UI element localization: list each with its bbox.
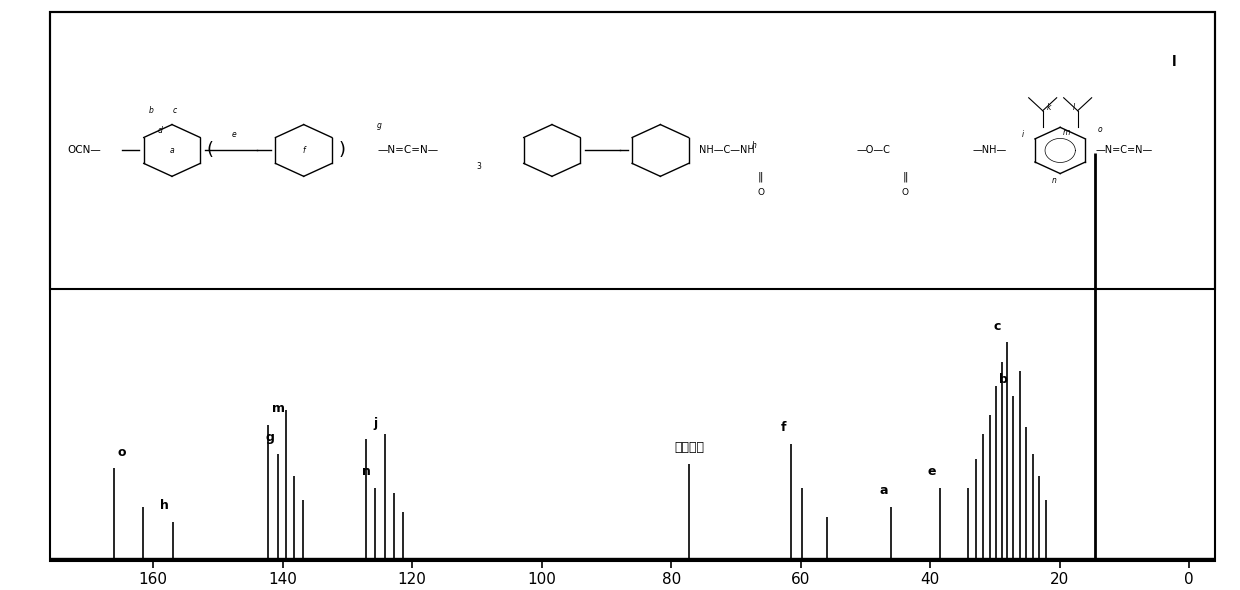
Text: O: O (758, 188, 764, 196)
Text: ): ) (339, 142, 346, 159)
Text: g: g (377, 121, 382, 130)
Text: c: c (172, 106, 176, 115)
Text: g: g (265, 431, 274, 444)
Text: (: ( (207, 142, 215, 159)
Text: a: a (170, 146, 175, 155)
Text: e: e (928, 465, 936, 478)
Text: —O—C: —O—C (856, 146, 890, 155)
Text: ‖: ‖ (903, 171, 908, 182)
Text: m: m (272, 402, 285, 415)
Text: b: b (999, 373, 1008, 386)
Text: OCN—: OCN— (67, 146, 100, 155)
Bar (50, 558, 1215, 565)
Text: h: h (160, 499, 170, 512)
Text: o: o (118, 445, 126, 459)
Text: a: a (879, 484, 888, 497)
Text: o: o (1097, 125, 1102, 134)
Text: 3: 3 (476, 162, 481, 171)
Text: —N=C=N—: —N=C=N— (377, 146, 438, 155)
Text: j: j (373, 417, 377, 430)
Text: NH—C—NH: NH—C—NH (699, 146, 755, 155)
Text: e: e (232, 130, 236, 139)
Text: O: O (901, 188, 909, 196)
Text: f: f (303, 146, 305, 155)
Text: —N=C=N—: —N=C=N— (1095, 146, 1152, 155)
Text: 气代氯仿: 气代氯仿 (675, 441, 704, 454)
Text: n: n (1052, 176, 1056, 185)
Text: b: b (149, 106, 154, 115)
Text: —NH—: —NH— (972, 146, 1007, 155)
Text: f: f (780, 421, 786, 434)
Text: n: n (362, 465, 371, 478)
Text: h: h (751, 142, 756, 150)
Text: ‖: ‖ (758, 171, 764, 182)
Text: d: d (157, 126, 162, 135)
Text: c: c (993, 320, 1001, 333)
Text: k: k (1047, 103, 1050, 112)
Text: l: l (1073, 103, 1075, 112)
Text: i: i (1022, 130, 1024, 139)
Text: l: l (1172, 55, 1177, 68)
Text: m: m (1063, 127, 1070, 137)
